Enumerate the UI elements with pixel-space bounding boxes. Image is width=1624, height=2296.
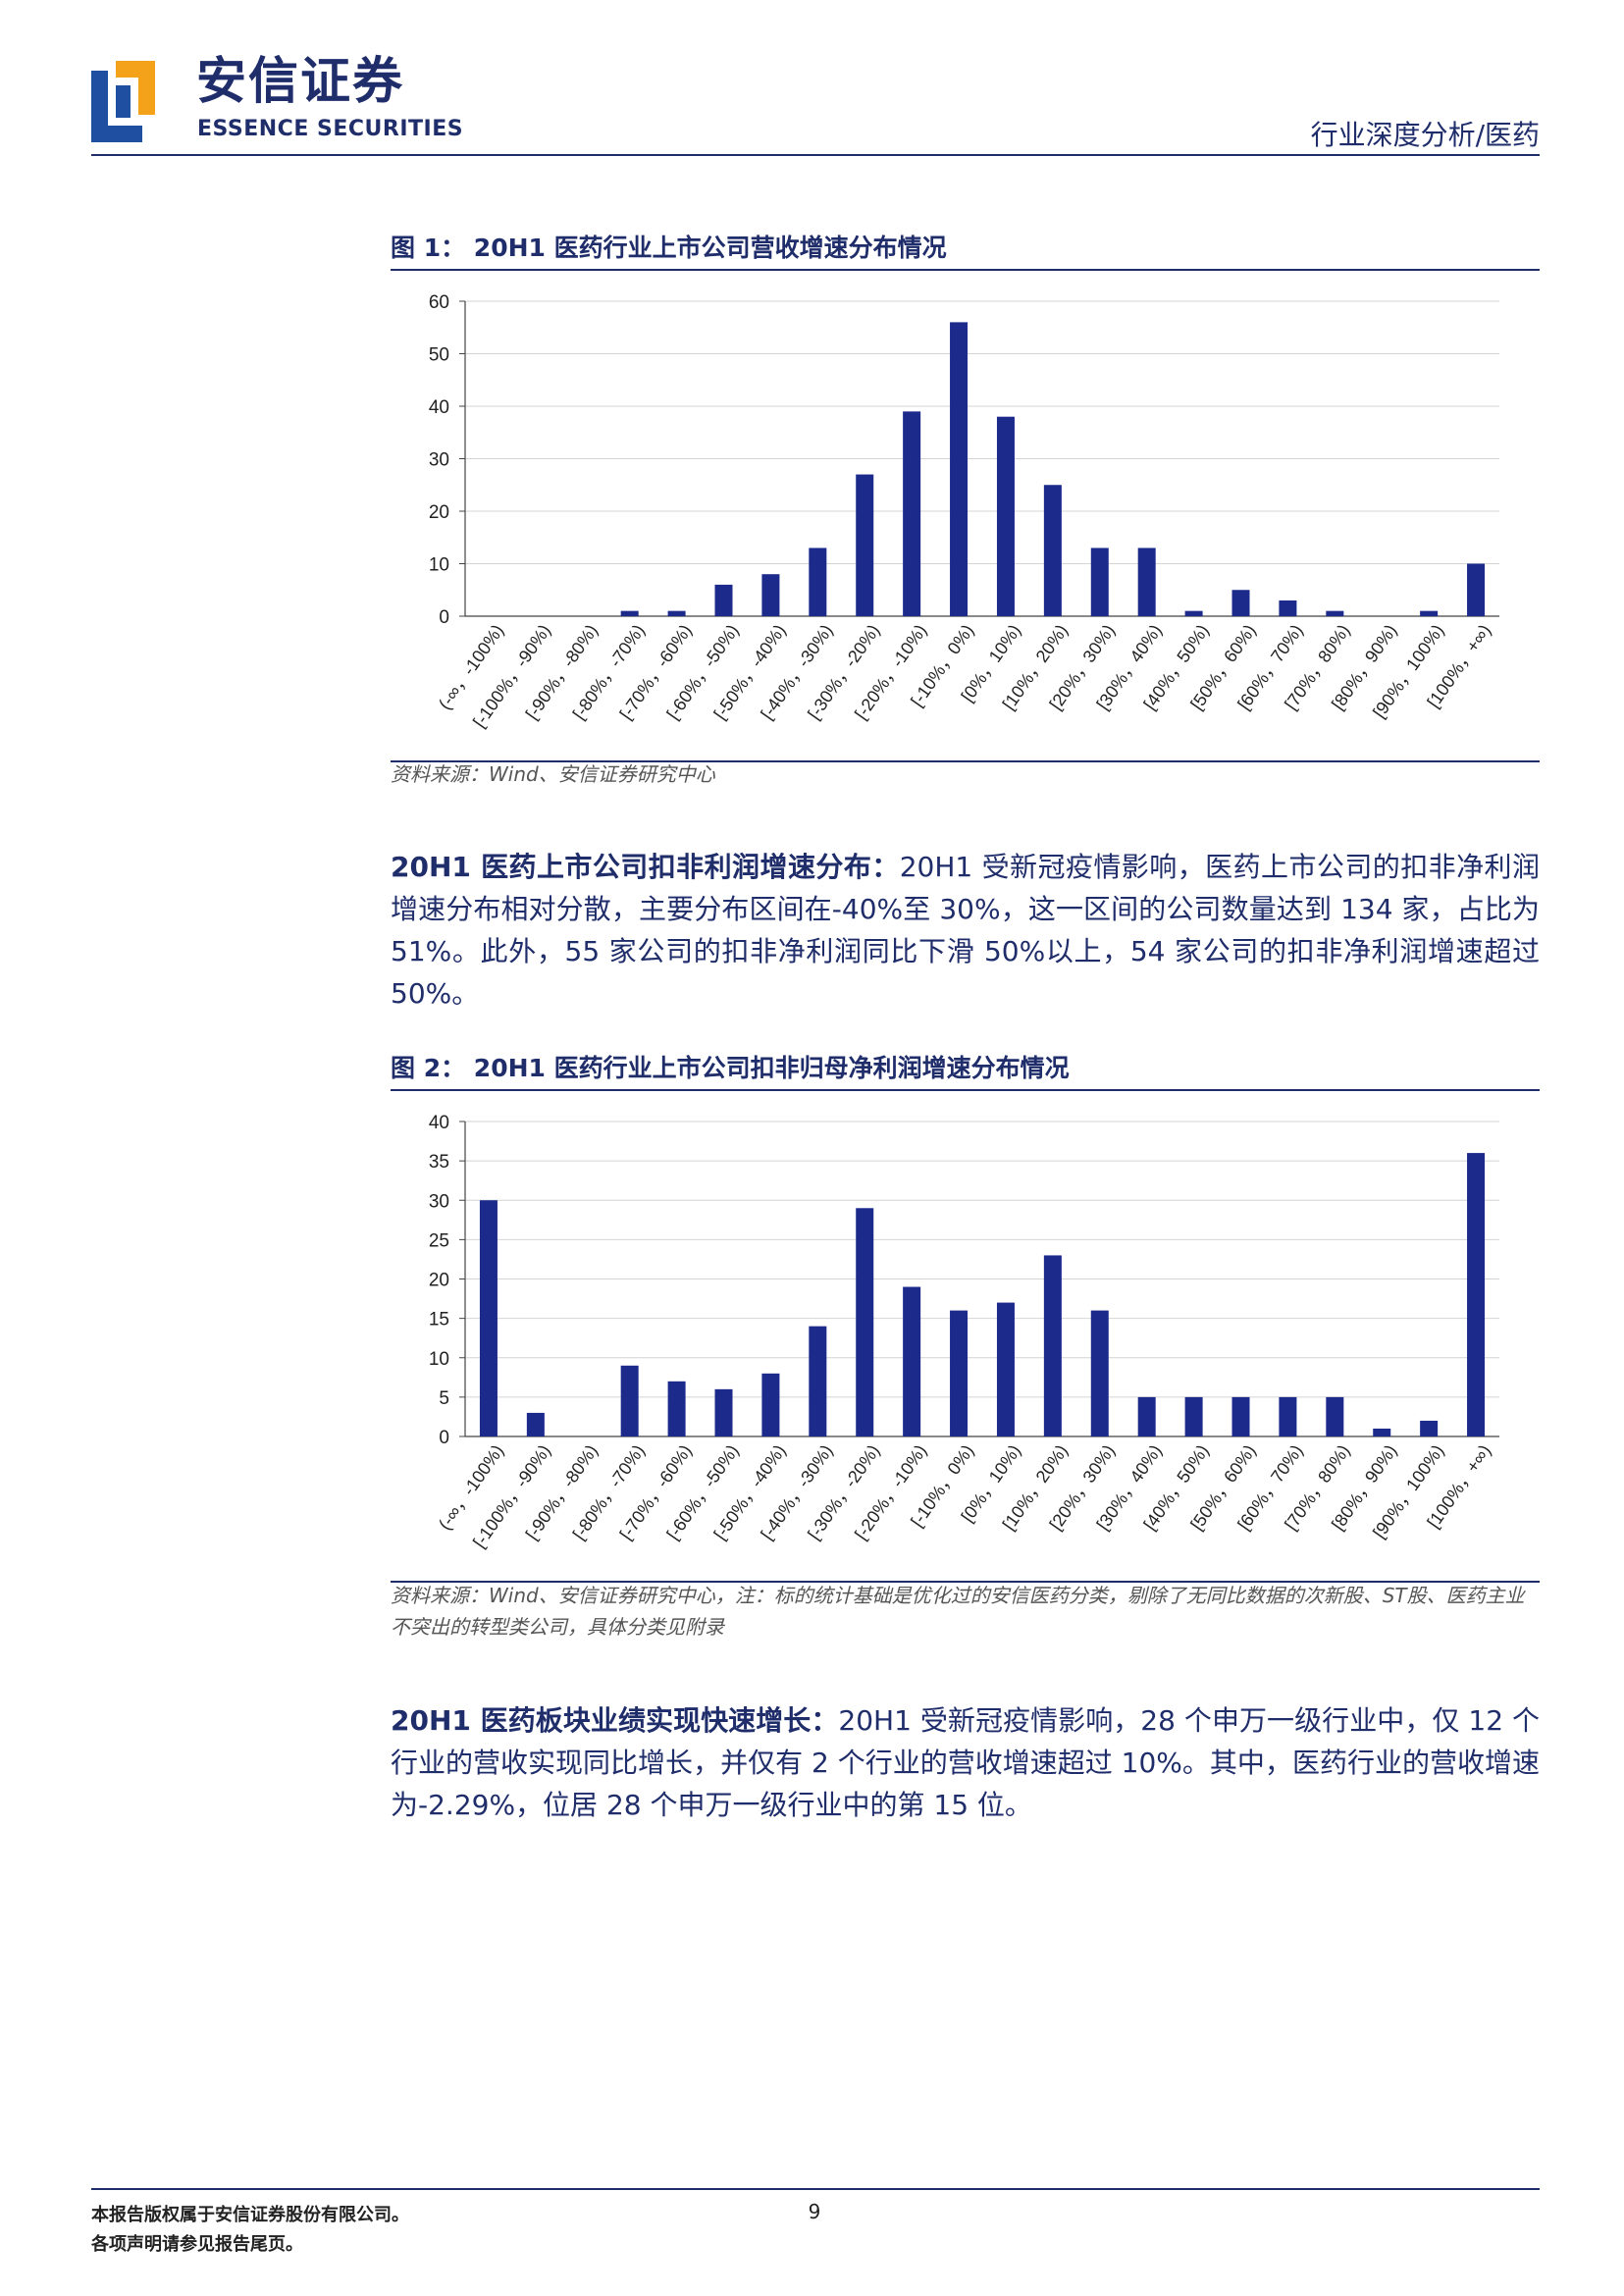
- bar: [667, 1381, 686, 1436]
- paragraph1-text: 20H1 受新冠疫情影响，医药上市公司的扣非净利润增速分布相对分散，主要分布区间…: [391, 851, 1540, 1010]
- bar: [526, 1412, 545, 1436]
- brand-name-en: ESSENCE SECURITIES: [197, 117, 464, 141]
- bar: [667, 610, 686, 616]
- bar: [1043, 485, 1062, 616]
- figure1-source: 资料来源：Wind、安信证券研究中心: [391, 762, 715, 786]
- y-tick-label: 35: [429, 1152, 449, 1173]
- y-tick-label: 0: [439, 1428, 449, 1448]
- figure2-top-rule: [391, 1089, 1540, 1091]
- y-tick-label: 30: [429, 1191, 449, 1212]
- figure1-bottom-rule: [391, 760, 1540, 762]
- bar: [1467, 1153, 1486, 1436]
- bar: [950, 322, 969, 616]
- bar: [1090, 1310, 1109, 1436]
- y-tick-label: 20: [429, 502, 449, 523]
- bar: [996, 416, 1015, 616]
- bar: [950, 1310, 969, 1436]
- y-tick-label: 25: [429, 1230, 449, 1251]
- bar: [620, 1365, 639, 1436]
- figure2-bottom-rule: [391, 1581, 1540, 1583]
- bar: [1184, 1396, 1203, 1436]
- bar: [856, 474, 874, 616]
- bar: [903, 411, 921, 616]
- bar: [761, 1373, 780, 1436]
- paragraph2-text: 20H1 受新冠疫情影响，28 个申万一级行业中，仅 12 个行业的营收实现同比…: [391, 1704, 1540, 1821]
- bar: [996, 1302, 1015, 1436]
- report-category: 行业深度分析/医药: [1310, 119, 1540, 151]
- footer-copyright: 本报告版权属于安信证券股份有限公司。: [91, 2205, 409, 2225]
- y-tick-label: 30: [429, 450, 449, 471]
- paragraph-sector-growth: 20H1 医药板块业绩实现快速增长：20H1 受新冠疫情影响，28 个申万一级行…: [391, 1699, 1540, 1826]
- bar: [809, 1326, 827, 1436]
- bar: [1279, 600, 1297, 616]
- y-tick-label: 10: [429, 555, 449, 576]
- bar: [856, 1208, 874, 1436]
- y-tick-label: 20: [429, 1271, 449, 1291]
- bar: [1373, 1428, 1391, 1436]
- footer-disclaimer: 本报告版权属于安信证券股份有限公司。 各项声明请参见报告尾页。: [91, 2201, 409, 2260]
- bar: [1090, 548, 1109, 616]
- bar: [714, 1388, 733, 1436]
- y-tick-label: 60: [429, 292, 449, 313]
- bar: [479, 1200, 498, 1436]
- bar: [1420, 1420, 1439, 1436]
- figure1-title: 图 1： 20H1 医药行业上市公司营收增速分布情况: [391, 234, 947, 262]
- figure2-title: 图 2： 20H1 医药行业上市公司扣非归母净利润增速分布情况: [391, 1054, 1070, 1082]
- bar: [1231, 1396, 1250, 1436]
- bar: [1420, 610, 1439, 616]
- bar: [620, 610, 639, 616]
- paragraph1-lead: 20H1 医药上市公司扣非利润增速分布：: [391, 851, 900, 883]
- y-tick-label: 5: [439, 1388, 449, 1409]
- y-tick-label: 40: [429, 397, 449, 418]
- bar: [1279, 1396, 1297, 1436]
- paragraph-profit-distribution: 20H1 医药上市公司扣非利润增速分布：20H1 受新冠疫情影响，医药上市公司的…: [391, 846, 1540, 1015]
- bar: [1467, 563, 1486, 616]
- y-tick-label: 15: [429, 1310, 449, 1331]
- bar: [1326, 1396, 1344, 1436]
- header-divider: [91, 154, 1540, 156]
- brand-name-cn: 安信证券: [196, 53, 405, 111]
- figure2-source: 资料来源：Wind、安信证券研究中心，注：标的统计基础是优化过的安信医药分类，剔…: [391, 1584, 1525, 1639]
- footer-divider: [91, 2188, 1540, 2190]
- footer-notice: 各项声明请参见报告尾页。: [91, 2234, 303, 2255]
- company-logo: [91, 61, 155, 142]
- bar: [1137, 548, 1156, 616]
- bar: [1184, 610, 1203, 616]
- bar: [761, 574, 780, 616]
- bar: [903, 1286, 921, 1436]
- bar: [1326, 610, 1344, 616]
- bar: [714, 584, 733, 616]
- y-tick-label: 50: [429, 345, 449, 366]
- page-number: 9: [808, 2200, 821, 2223]
- y-tick-label: 40: [429, 1113, 449, 1133]
- figure1-chart: 0102030405060(-∞，-100%)[-100%，-90%)[-90%…: [429, 292, 1499, 731]
- figure2-chart: 0510152025303540(-∞，-100%)[-100%，-90%)[-…: [429, 1113, 1499, 1551]
- figure1-top-rule: [391, 269, 1540, 271]
- bar: [1043, 1255, 1062, 1436]
- bar: [809, 548, 827, 616]
- paragraph2-lead: 20H1 医药板块业绩实现快速增长：: [391, 1704, 839, 1737]
- bar: [1231, 590, 1250, 616]
- y-tick-label: 10: [429, 1349, 449, 1370]
- y-tick-label: 0: [439, 607, 449, 628]
- bar: [1137, 1396, 1156, 1436]
